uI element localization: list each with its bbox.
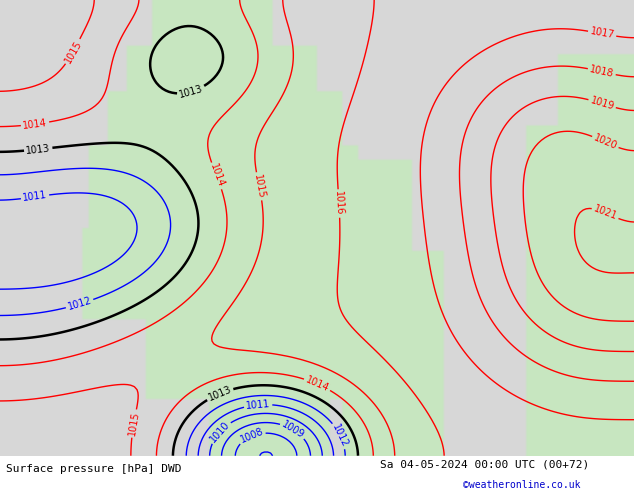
Text: 1021: 1021 <box>592 204 619 222</box>
Text: 1014: 1014 <box>208 163 226 189</box>
Text: 1008: 1008 <box>238 426 265 445</box>
Text: 1013: 1013 <box>207 384 233 403</box>
Text: 1011: 1011 <box>22 190 48 203</box>
Text: 1010: 1010 <box>208 419 231 444</box>
Text: Sa 04-05-2024 00:00 UTC (00+72): Sa 04-05-2024 00:00 UTC (00+72) <box>380 459 590 469</box>
Text: 1013: 1013 <box>25 143 51 155</box>
Text: 1015: 1015 <box>127 411 141 437</box>
Text: 1015: 1015 <box>252 173 266 199</box>
Text: ©weatheronline.co.uk: ©weatheronline.co.uk <box>463 480 580 490</box>
Text: 1014: 1014 <box>304 374 330 393</box>
Text: 1011: 1011 <box>245 399 271 411</box>
Text: 1014: 1014 <box>22 118 48 131</box>
Text: Surface pressure [hPa] DWD: Surface pressure [hPa] DWD <box>6 465 182 474</box>
Text: 1012: 1012 <box>67 295 93 312</box>
Text: 1019: 1019 <box>589 96 616 112</box>
Text: 1012: 1012 <box>330 422 350 449</box>
Text: 1016: 1016 <box>333 191 345 216</box>
Text: 1015: 1015 <box>63 38 84 65</box>
Text: 1013: 1013 <box>178 83 204 99</box>
Text: 1020: 1020 <box>592 133 619 151</box>
Text: 1018: 1018 <box>589 64 615 79</box>
Text: 1009: 1009 <box>280 419 306 441</box>
Text: 1017: 1017 <box>589 26 615 41</box>
